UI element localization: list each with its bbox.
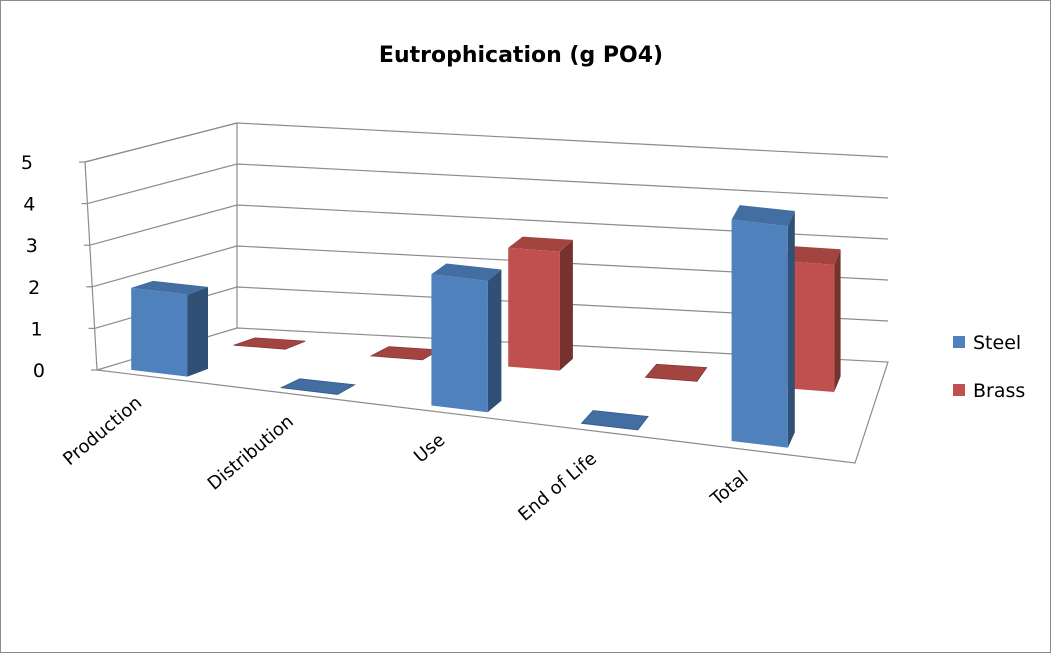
bar-steel-use [431, 263, 502, 413]
bars [131, 205, 841, 448]
bar-brass-use [508, 236, 573, 371]
bar-steel-distribution-base [279, 378, 356, 395]
bar-brass-distribution [369, 346, 441, 361]
bar-steel-distribution [279, 378, 356, 395]
legend-label-steel: Steel [973, 332, 1021, 354]
legend: Steel Brass [953, 332, 1025, 402]
bar-steel-use-top [431, 263, 502, 281]
gridline-5 [84, 122, 889, 163]
bar-steel-total [731, 205, 795, 448]
bar-brass-total [782, 246, 841, 392]
gridline-4 [87, 163, 889, 205]
category-label-total: Total [706, 467, 752, 511]
bar-steel-total-top [731, 205, 795, 227]
bar-brass-end-of-life [644, 363, 708, 382]
bar-brass-total-top [782, 246, 841, 265]
legend-swatch-brass [953, 384, 965, 396]
y-tick-label-5: 5 [21, 152, 33, 174]
bar-steel-production-front [131, 287, 188, 377]
bar-brass-end-of-life-base [644, 363, 708, 382]
bar-brass-distribution-base [369, 346, 441, 361]
category-label-end-of-life: End of Life [514, 448, 601, 525]
bar-steel-use-side [487, 269, 502, 413]
category-label-distribution: Distribution [204, 411, 298, 495]
bar-steel-production-top [131, 280, 208, 295]
bar-brass-production-base [233, 337, 306, 350]
legend-swatch-steel [953, 336, 965, 348]
bar-brass-use-front [508, 247, 560, 371]
gridline-3 [89, 204, 889, 246]
legend-label-brass: Brass [973, 380, 1025, 402]
gridline-2 [92, 245, 889, 288]
chart-title: Eutrophication (g PO4) [379, 43, 663, 68]
y-tick-label-1: 1 [31, 318, 43, 340]
category-label-use: Use [410, 430, 449, 468]
bar-brass-production [233, 337, 306, 350]
bar-brass-total-front [782, 260, 835, 392]
y-tick-label-2: 2 [28, 277, 40, 299]
bar-steel-end-of-life-base [580, 410, 649, 431]
bar-brass-total-side [834, 249, 841, 392]
y-tick-label-3: 3 [26, 235, 38, 257]
bar-steel-production [131, 280, 208, 377]
left-wall-front-edge [84, 161, 98, 371]
y-tick-label-0: 0 [33, 360, 45, 382]
bar-steel-total-front [731, 219, 788, 448]
y-axis-ticks: 0 1 2 3 4 5 [21, 152, 97, 382]
bar-brass-use-side [559, 239, 573, 371]
bar-steel-total-side [787, 211, 795, 448]
bar-steel-production-side [187, 286, 208, 377]
x-axis-categories: Production Distribution Use End of Life Tota… [59, 392, 752, 525]
bar-steel-use-front [431, 274, 488, 413]
bar-steel-end-of-life [580, 410, 649, 431]
y-tick-label-4: 4 [23, 194, 35, 216]
bar-brass-use-top [508, 236, 573, 252]
category-label-production: Production [59, 392, 146, 470]
